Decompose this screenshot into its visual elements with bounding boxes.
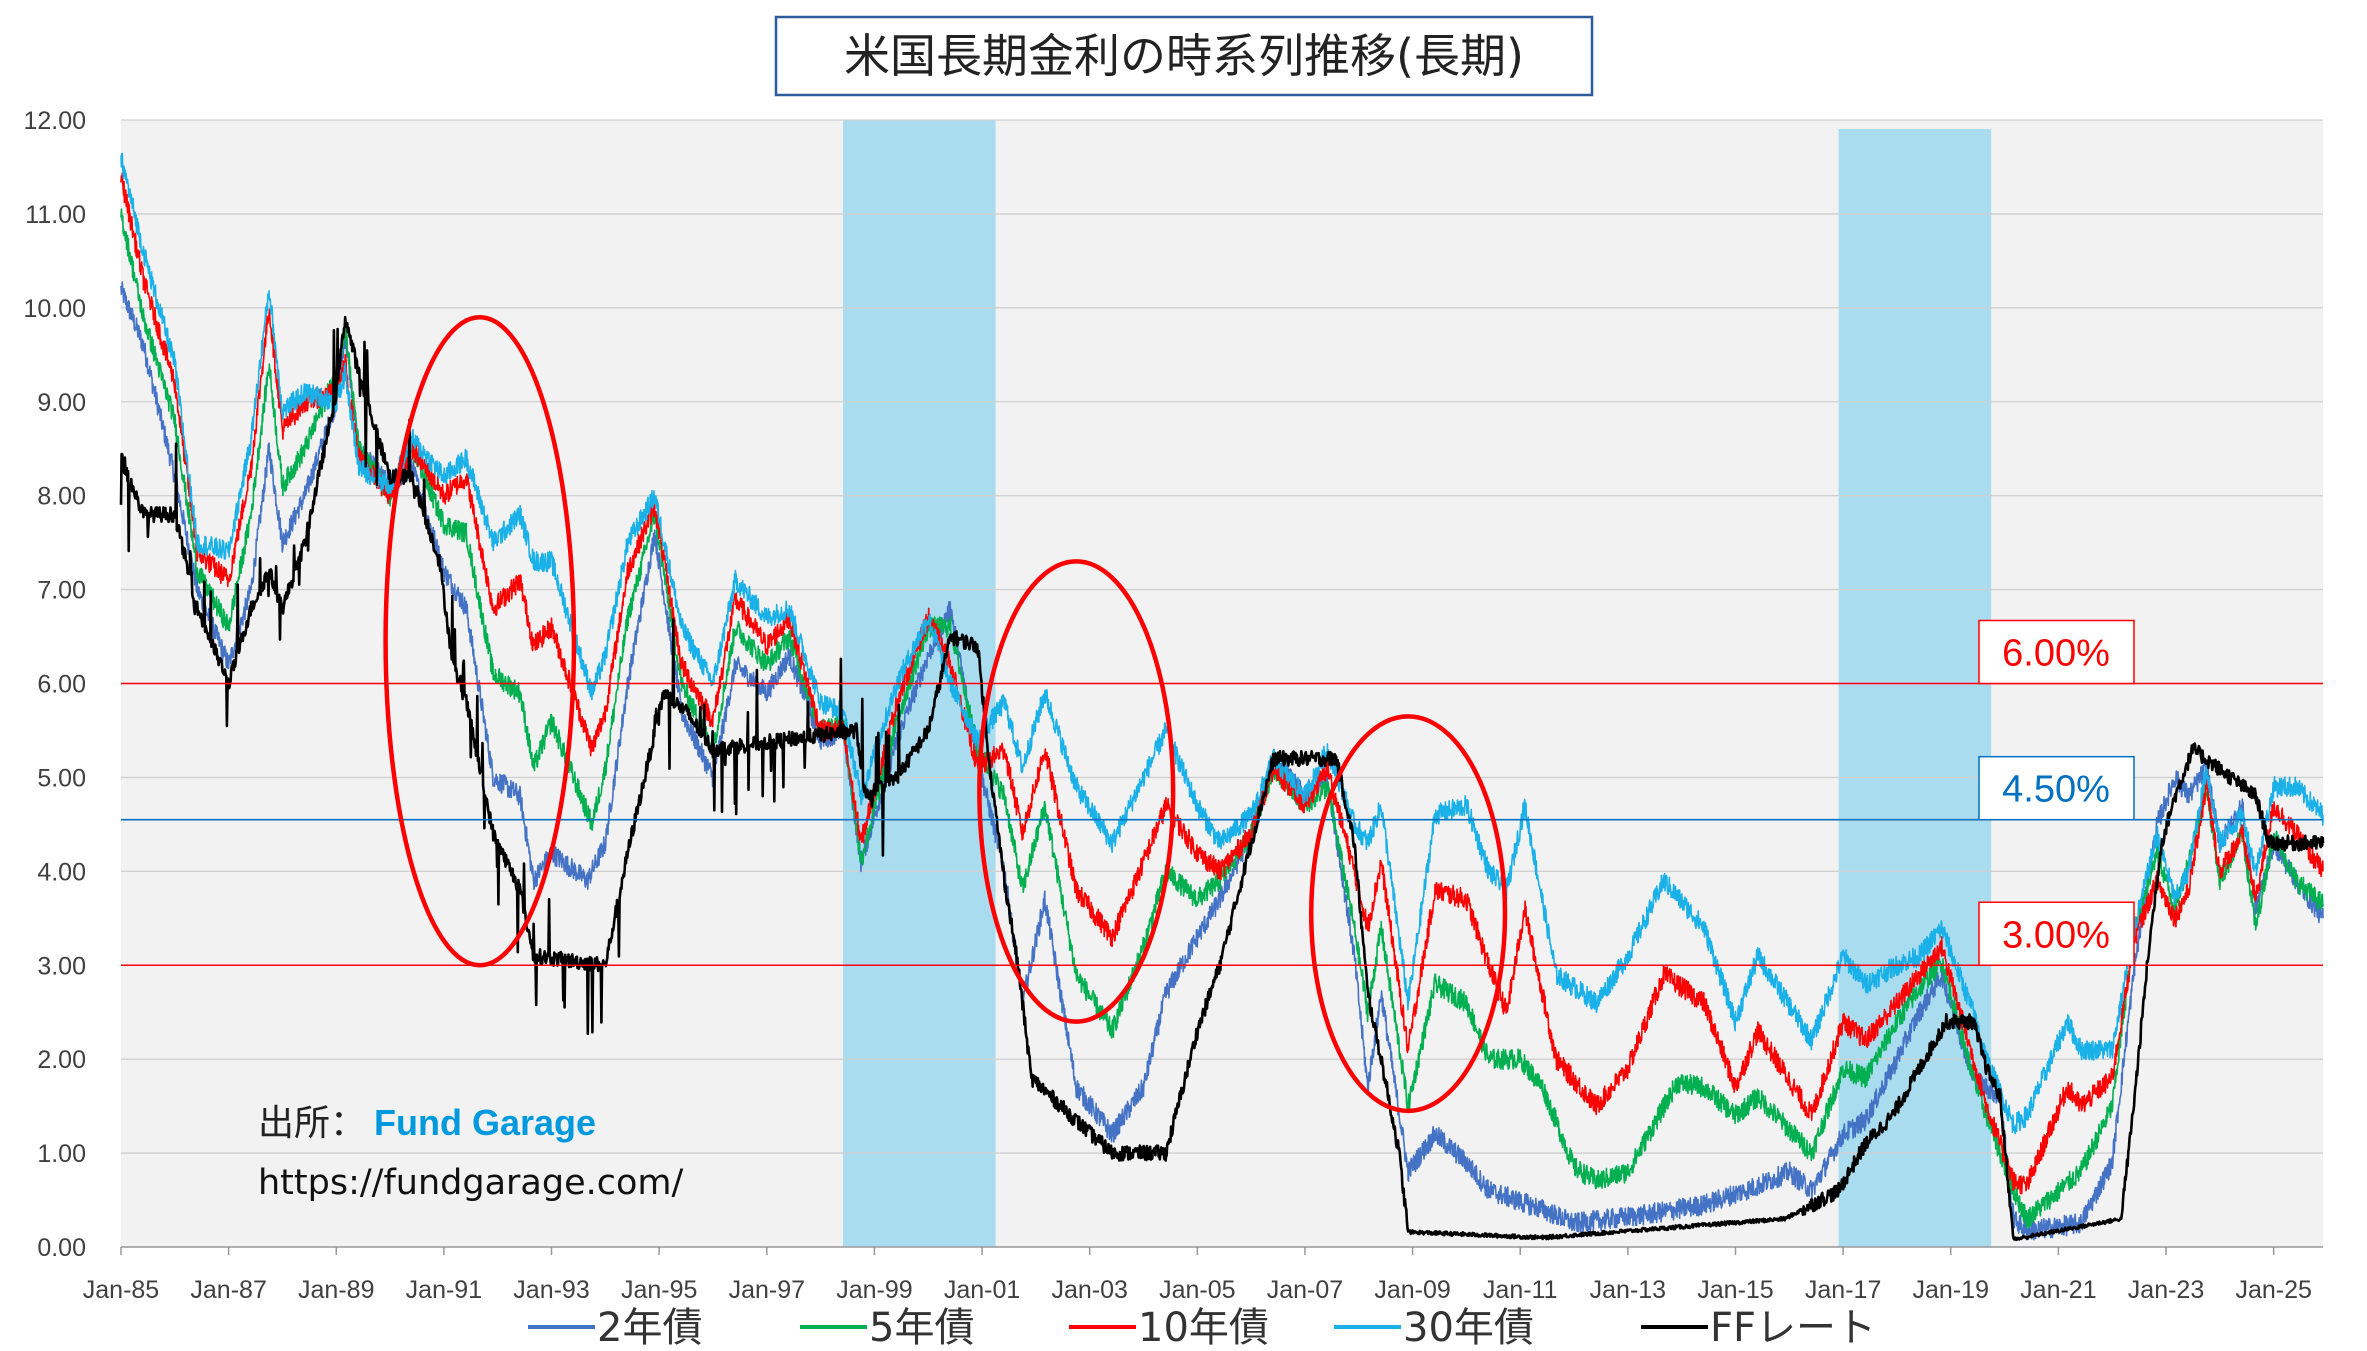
y-tick-label: 3.00 — [37, 952, 86, 980]
x-tick-label: Jan-85 — [83, 1276, 159, 1304]
x-tick-label: Jan-17 — [1805, 1276, 1881, 1304]
y-tick-label: 0.00 — [37, 1234, 86, 1262]
y-tick-label: 9.00 — [37, 389, 86, 417]
reference-label-box — [1978, 755, 2135, 821]
x-tick-label: Jan-01 — [944, 1276, 1020, 1304]
x-tick-label: Jan-15 — [1697, 1276, 1773, 1304]
x-tick-label: Jan-99 — [836, 1276, 912, 1304]
legend-label: FFレート — [1710, 1305, 1876, 1351]
x-tick-label: Jan-97 — [729, 1276, 805, 1304]
x-tick-label: Jan-25 — [2235, 1276, 2311, 1304]
y-tick-label: 10.00 — [23, 295, 86, 323]
x-tick-label: Jan-95 — [621, 1276, 697, 1304]
y-tick-label: 12.00 — [23, 107, 86, 135]
x-tick-label: Jan-87 — [190, 1276, 266, 1304]
y-tick-label: 2.00 — [37, 1046, 86, 1074]
x-tick-label: Jan-93 — [513, 1276, 589, 1304]
y-tick-label: 8.00 — [37, 483, 86, 511]
legend-label: 2年債 — [597, 1305, 702, 1351]
source-url: https://fundgarage.com/ — [258, 1163, 683, 1203]
reference-label: 3.00% — [2002, 914, 2110, 956]
x-tick-label: Jan-07 — [1267, 1276, 1343, 1304]
source-name: Fund Garage — [374, 1102, 596, 1143]
highlight-ellipse — [383, 314, 577, 968]
legend-label: 5年債 — [869, 1305, 974, 1351]
y-tick-label: 5.00 — [37, 764, 86, 792]
y-tick-label: 4.00 — [37, 858, 86, 886]
chart-title: 米国長期金利の時系列推移(長期) — [844, 29, 1524, 83]
x-tick-label: Jan-19 — [1913, 1276, 1989, 1304]
y-tick-label: 6.00 — [37, 671, 86, 699]
x-tick-label: Jan-13 — [1590, 1276, 1666, 1304]
x-tick-label: Jan-23 — [2128, 1276, 2204, 1304]
series-line — [120, 172, 2324, 1195]
y-tick-label: 7.00 — [37, 577, 86, 605]
x-tick-label: Jan-91 — [406, 1276, 482, 1304]
reference-label-box — [1978, 619, 2135, 685]
y-tick-label: 11.00 — [25, 201, 86, 229]
legend-label: 10年債 — [1138, 1305, 1269, 1351]
x-tick-label: Jan-21 — [2020, 1276, 2096, 1304]
highlight-ellipse — [1308, 714, 1508, 1114]
x-tick-label: Jan-05 — [1159, 1276, 1235, 1304]
x-tick-label: Jan-11 — [1483, 1276, 1558, 1304]
reference-label: 4.50% — [2002, 769, 2110, 811]
source-label: 出所： — [258, 1103, 366, 1144]
x-tick-label: Jan-09 — [1374, 1276, 1450, 1304]
x-tick-label: Jan-03 — [1051, 1276, 1127, 1304]
reference-label-box — [1978, 901, 2135, 966]
legend-label: 30年債 — [1403, 1305, 1534, 1351]
source-line: 出所： Fund Garage — [258, 1102, 596, 1144]
highlight-ellipse — [977, 559, 1176, 1024]
series-line — [120, 152, 2324, 1135]
reference-label: 6.00% — [2002, 633, 2110, 675]
chart-title-box — [774, 15, 1594, 97]
series-line — [119, 315, 2325, 1242]
y-tick-label: 1.00 — [37, 1140, 86, 1168]
x-tick-label: Jan-89 — [298, 1276, 374, 1304]
